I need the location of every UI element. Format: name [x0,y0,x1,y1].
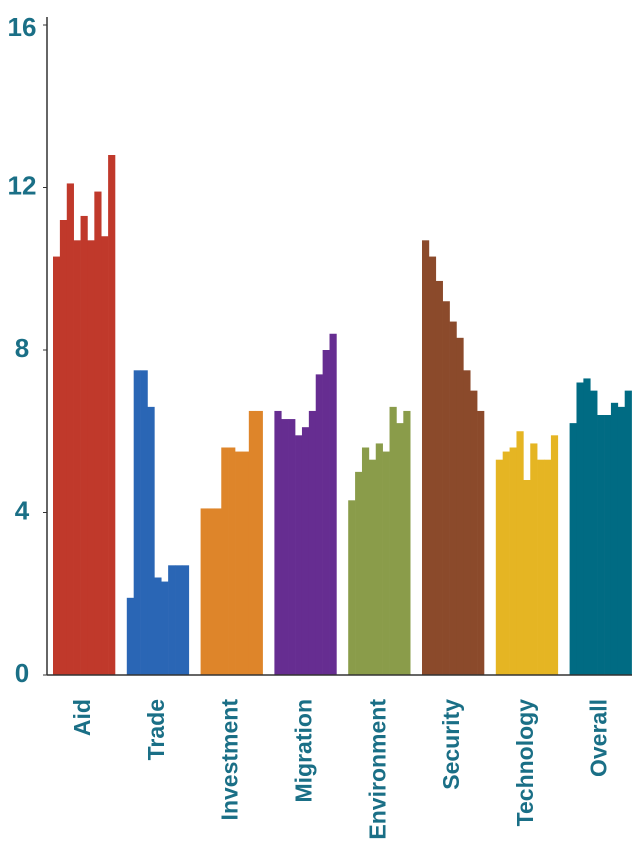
bar [477,410,485,675]
x-tick-label: Migration [290,699,316,803]
bar [516,431,524,675]
bar [610,402,619,675]
bar [248,410,257,675]
x-tick-label: Environment [364,699,390,840]
bar [523,480,531,675]
bar [537,459,545,675]
bar [66,183,74,675]
bar [200,508,208,675]
bar [576,382,584,675]
bar [133,370,141,675]
bar [389,406,397,675]
bar [435,280,443,675]
y-tick-label: 12 [8,170,37,200]
bar [449,321,457,675]
bar [308,410,317,675]
bar [329,333,337,675]
bar [422,240,430,675]
bar [495,459,503,675]
bar [80,215,88,675]
bar [241,451,250,675]
bar [583,378,591,675]
bar [456,337,464,675]
bar [403,410,411,675]
bar [617,406,626,675]
bar [207,508,215,675]
bar [301,427,310,675]
bar [590,390,598,675]
bar [530,443,538,675]
bar [53,256,61,675]
bar [94,191,102,675]
bar [154,577,162,675]
y-tick-label: 0 [15,658,29,688]
bar [59,220,68,675]
bar [168,565,176,675]
bar [101,236,109,675]
bar [255,410,263,675]
bar [502,451,510,675]
bar [597,415,605,675]
bar [428,256,437,675]
bar [361,447,370,675]
x-tick-label: Trade [143,699,169,760]
bar [382,451,390,675]
bar [214,508,222,675]
bar [140,370,148,675]
bar [550,435,559,675]
bar [315,374,323,675]
bar [442,301,450,675]
x-tick-label: Security [438,699,464,790]
bar [73,240,81,675]
bar [604,415,612,675]
bar [509,447,517,675]
y-tick-label: 16 [8,12,37,42]
bar [161,581,169,675]
bar [470,390,478,675]
y-tick-label: 4 [15,495,30,525]
bar [463,370,471,675]
bar [288,419,296,675]
bar [368,459,377,675]
bar [569,423,577,675]
bar [375,443,383,675]
bar [108,155,116,675]
bar [624,390,632,675]
bar [544,459,552,675]
x-tick-label: Technology [512,699,538,827]
bar [274,410,282,675]
x-tick-label: Overall [586,699,612,777]
bar [175,565,183,675]
bar [355,471,363,675]
bar [348,500,356,675]
bar [221,447,229,675]
bar [87,240,95,675]
x-tick-label: Aid [69,699,95,736]
bar [147,406,155,675]
bar [396,423,404,675]
x-tick-label: Investment [217,699,243,821]
bar [181,565,190,675]
bar [322,350,330,675]
bar [228,447,236,675]
bar [281,419,289,675]
bar [295,435,303,675]
bar [235,451,243,675]
bar [126,597,134,675]
y-tick-label: 8 [15,333,29,363]
